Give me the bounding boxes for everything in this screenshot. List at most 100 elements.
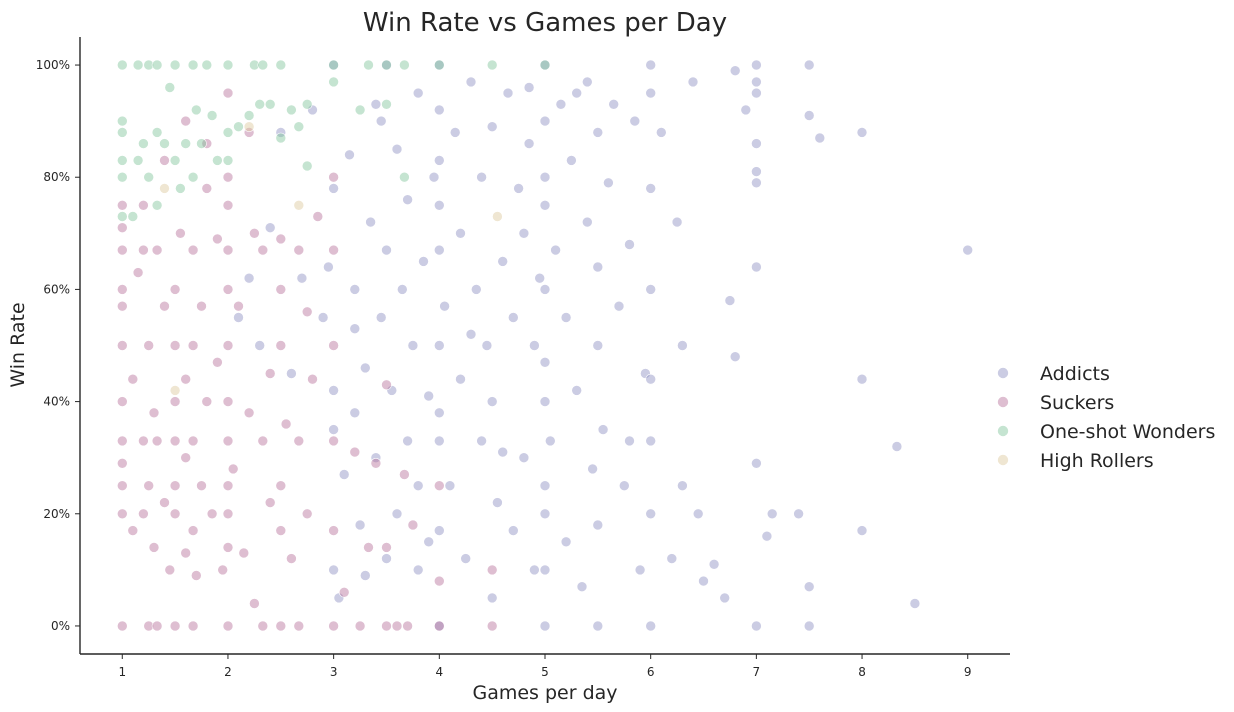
legend-marker-suckers xyxy=(997,396,1009,408)
point-addicts-132 xyxy=(729,351,741,363)
point-addicts-24 xyxy=(370,99,382,110)
point-addicts-65 xyxy=(486,121,498,132)
point-addicts-16 xyxy=(344,149,355,161)
point-addicts-107 xyxy=(608,99,620,110)
point-one-shot-wonders-33 xyxy=(249,59,260,71)
point-addicts-136 xyxy=(751,457,762,469)
point-addicts-59 xyxy=(470,284,482,295)
point-addicts-11 xyxy=(328,385,339,396)
legend-label-high-rollers: High Rollers xyxy=(1040,450,1154,472)
point-addicts-113 xyxy=(640,368,651,379)
point-addicts-3 xyxy=(264,222,276,233)
point-suckers-38 xyxy=(180,452,191,464)
point-addicts-152 xyxy=(856,525,868,536)
point-suckers-84 xyxy=(293,620,305,632)
point-high-rollers-4 xyxy=(159,183,170,194)
point-addicts-162 xyxy=(497,446,509,458)
point-addicts-119 xyxy=(645,183,657,194)
point-suckers-43 xyxy=(187,340,199,351)
x-tick-label-1: 2 xyxy=(224,665,232,679)
point-one-shot-wonders-0 xyxy=(117,211,128,222)
point-suckers-28 xyxy=(164,564,176,576)
point-suckers-11 xyxy=(117,200,128,211)
point-suckers-85 xyxy=(293,435,305,447)
point-one-shot-wonders-18 xyxy=(169,59,181,71)
point-addicts-131 xyxy=(724,295,736,306)
point-high-rollers-2 xyxy=(293,200,305,211)
point-addicts-147 xyxy=(803,620,815,632)
point-suckers-61 xyxy=(222,284,234,295)
point-suckers-95 xyxy=(328,244,339,256)
point-addicts-93 xyxy=(560,312,572,323)
point-one-shot-wonders-16 xyxy=(164,82,176,93)
point-addicts-83 xyxy=(539,356,551,368)
y-tick-label-5: 100% xyxy=(36,58,70,72)
point-suckers-6 xyxy=(117,340,128,351)
point-suckers-113 xyxy=(486,564,498,576)
point-addicts-35 xyxy=(407,340,419,351)
point-addicts-114 xyxy=(645,620,657,632)
point-one-shot-wonders-45 xyxy=(354,104,366,116)
point-addicts-144 xyxy=(761,530,773,542)
point-addicts-89 xyxy=(544,435,556,447)
point-addicts-12 xyxy=(328,183,339,194)
point-addicts-153 xyxy=(856,373,868,385)
point-addicts-6 xyxy=(296,272,308,284)
point-suckers-8 xyxy=(117,284,128,295)
x-tick-label-4: 5 xyxy=(541,665,549,679)
point-addicts-91 xyxy=(555,99,567,110)
point-suckers-116 xyxy=(180,115,191,127)
point-suckers-99 xyxy=(354,620,366,632)
point-addicts-126 xyxy=(687,76,699,88)
point-one-shot-wonders-10 xyxy=(143,171,154,183)
point-suckers-83 xyxy=(286,553,297,564)
point-addicts-64 xyxy=(486,396,498,407)
point-suckers-52 xyxy=(212,233,223,245)
point-addicts-95 xyxy=(571,385,583,396)
point-high-rollers-1 xyxy=(243,121,255,132)
point-addicts-53 xyxy=(444,480,456,492)
point-suckers-62 xyxy=(222,244,234,256)
point-one-shot-wonders-25 xyxy=(201,59,213,71)
y-axis-label: Win Rate xyxy=(7,302,29,387)
point-one-shot-wonders-21 xyxy=(187,171,199,183)
point-addicts-60 xyxy=(476,435,487,447)
point-addicts-85 xyxy=(539,200,551,211)
point-suckers-108 xyxy=(407,519,419,531)
point-addicts-120 xyxy=(645,87,657,99)
point-suckers-33 xyxy=(169,396,181,407)
point-addicts-96 xyxy=(576,581,588,593)
point-suckers-109 xyxy=(433,620,445,632)
point-addicts-66 xyxy=(492,497,503,508)
point-suckers-118 xyxy=(222,87,234,99)
point-addicts-15 xyxy=(338,469,350,480)
point-addicts-78 xyxy=(539,620,551,632)
point-suckers-45 xyxy=(191,570,202,581)
point-suckers-90 xyxy=(312,211,324,222)
point-suckers-97 xyxy=(338,586,350,598)
point-one-shot-wonders-47 xyxy=(381,99,392,110)
point-addicts-75 xyxy=(529,340,540,351)
point-suckers-117 xyxy=(201,138,213,149)
point-addicts-9 xyxy=(328,564,339,576)
point-suckers-119 xyxy=(243,127,255,138)
point-suckers-67 xyxy=(238,547,250,559)
point-one-shot-wonders-31 xyxy=(233,121,244,132)
point-addicts-140 xyxy=(751,138,762,149)
point-suckers-77 xyxy=(275,525,287,536)
point-one-shot-wonders-23 xyxy=(191,104,202,116)
point-suckers-16 xyxy=(138,435,149,447)
point-suckers-106 xyxy=(399,469,410,480)
point-addicts-74 xyxy=(523,138,535,149)
point-suckers-1 xyxy=(117,508,128,520)
point-addicts-20 xyxy=(359,570,371,581)
x-tick-label-0: 1 xyxy=(118,665,126,679)
point-addicts-29 xyxy=(386,385,398,396)
point-addicts-69 xyxy=(507,312,519,323)
point-addicts-94 xyxy=(566,155,577,166)
point-suckers-22 xyxy=(148,407,160,419)
point-addicts-44 xyxy=(433,435,445,447)
point-one-shot-wonders-29 xyxy=(222,127,234,138)
point-addicts-98 xyxy=(581,76,593,88)
point-addicts-148 xyxy=(803,581,815,593)
